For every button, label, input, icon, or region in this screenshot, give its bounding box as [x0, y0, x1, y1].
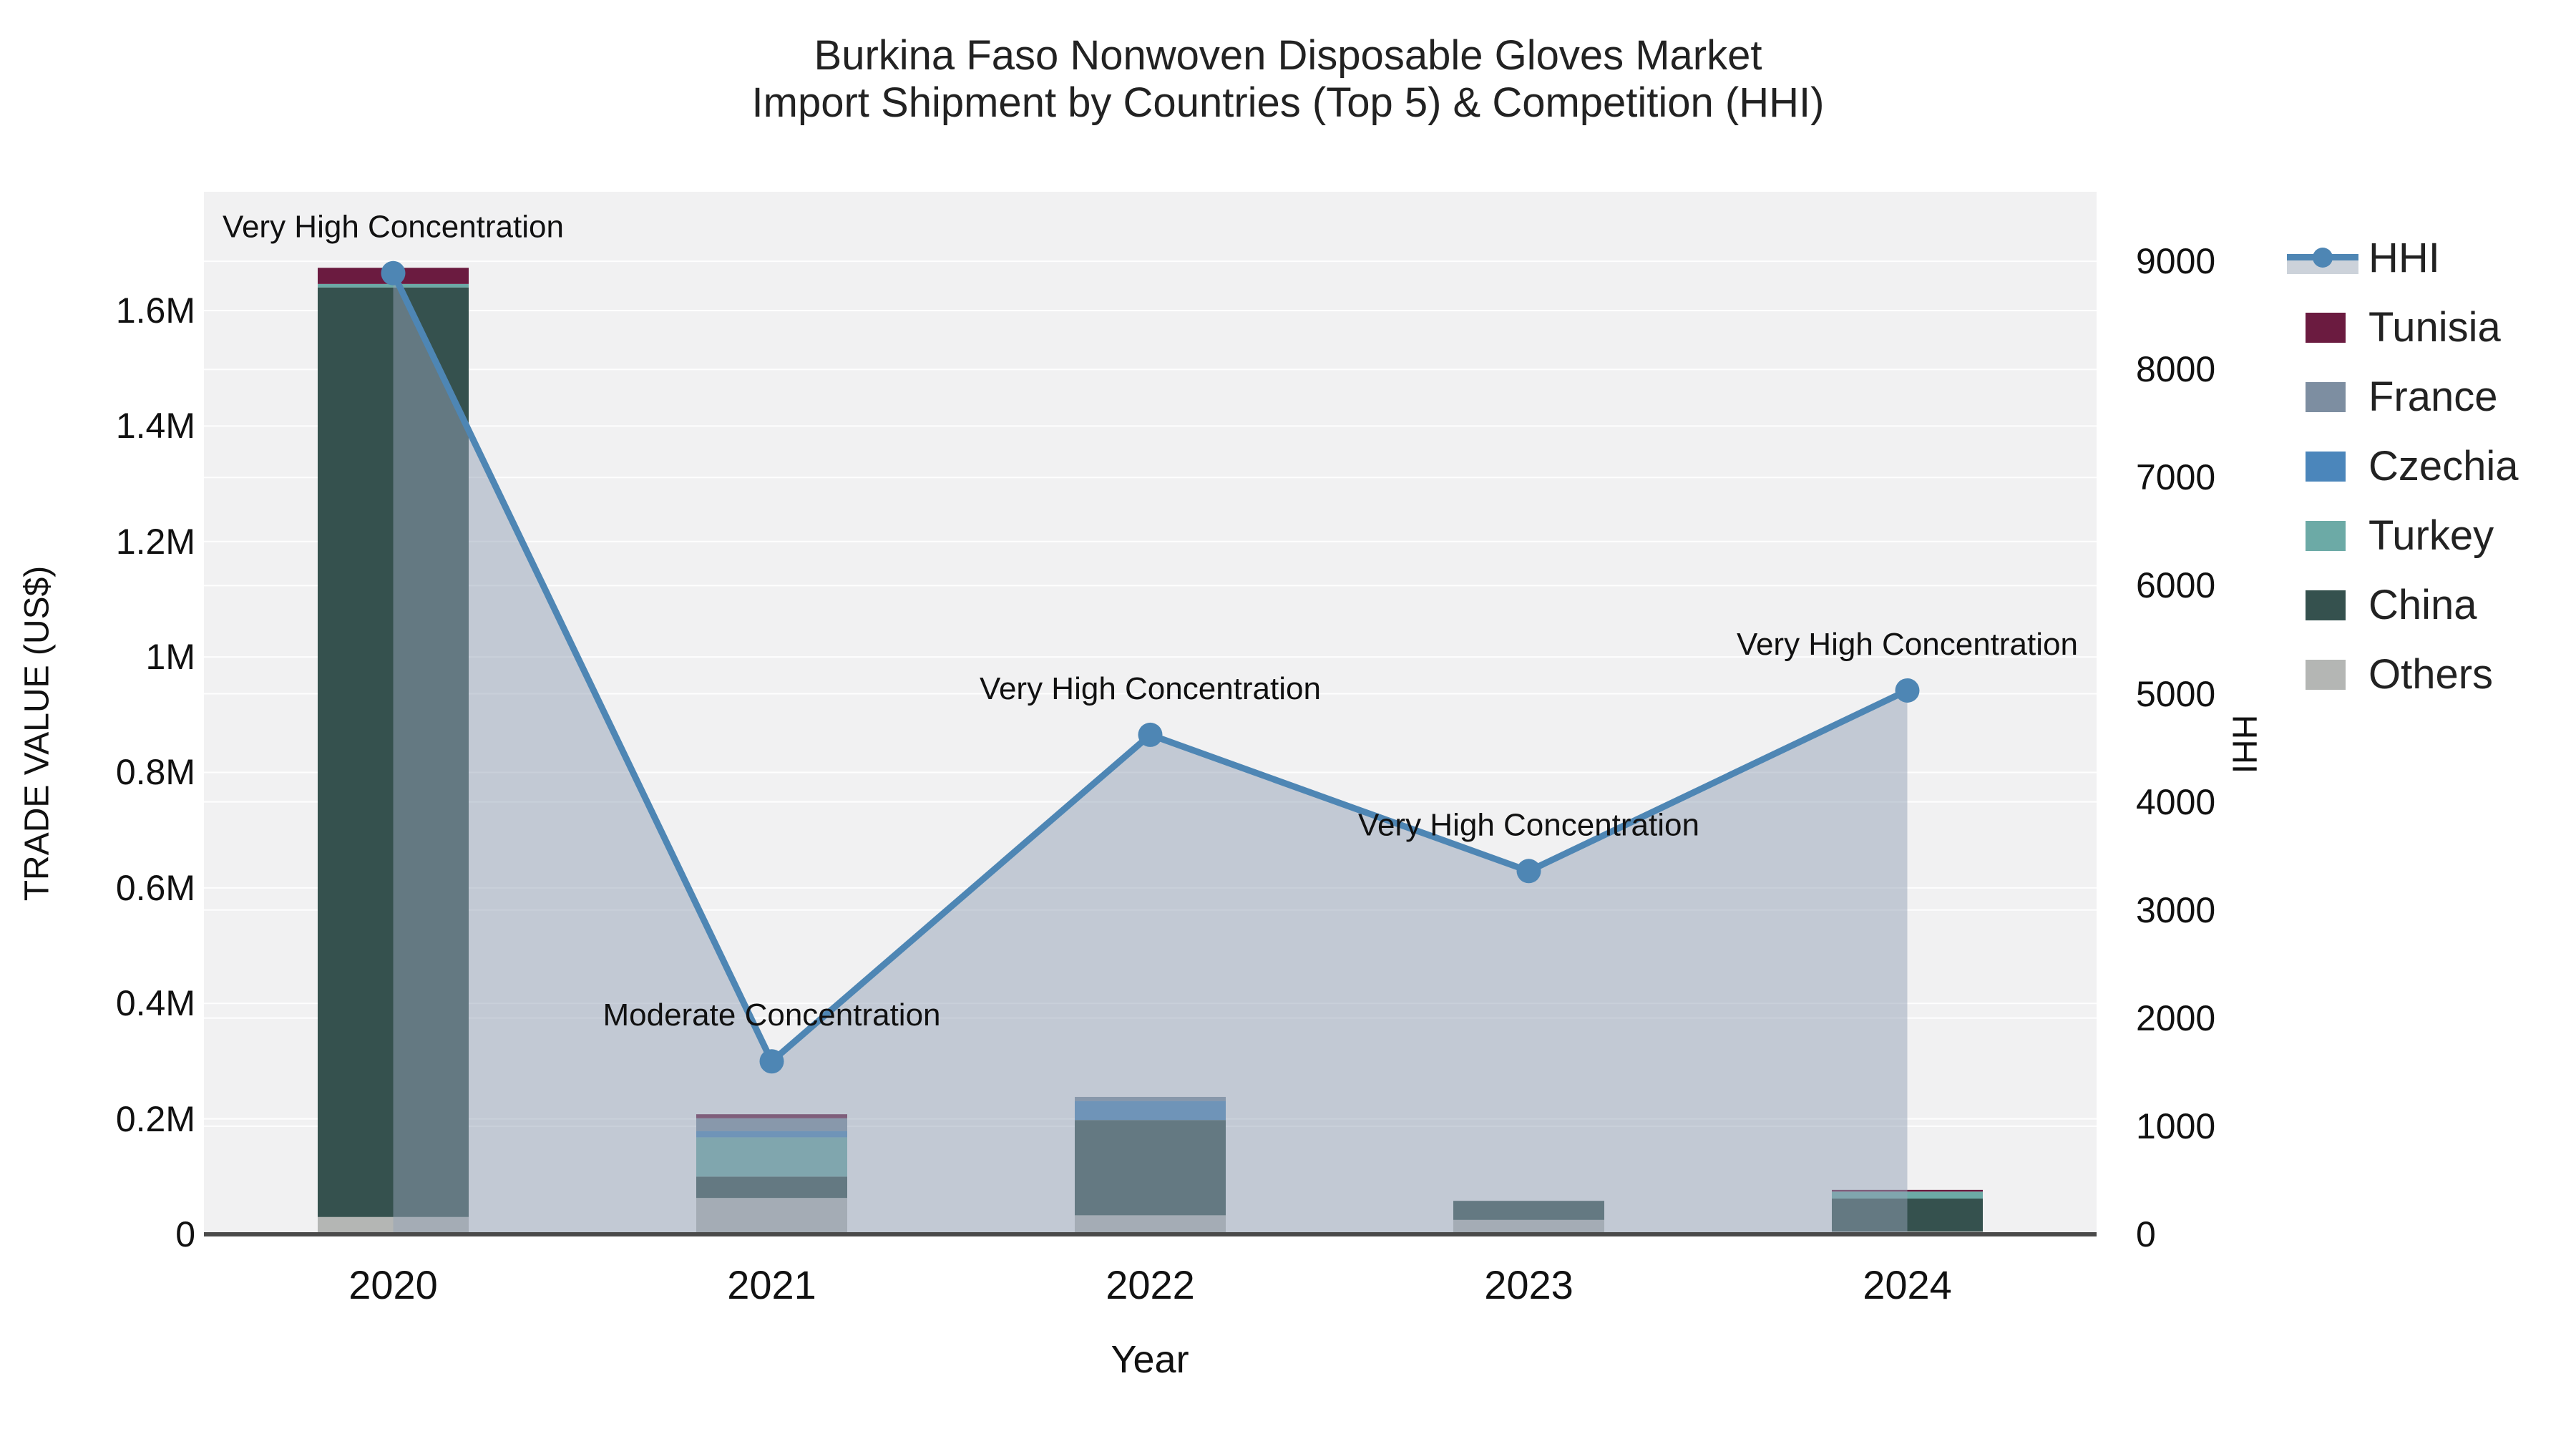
legend-item-france[interactable]: France: [2287, 362, 2519, 431]
legend: HHI Tunisia France Czechia Turkey China Others: [2287, 223, 2519, 709]
legend-item-tunisia[interactable]: Tunisia: [2287, 293, 2519, 362]
tunisia-swatch-icon: [2306, 312, 2346, 343]
x-tick-2022: 2022: [1106, 1262, 1195, 1307]
legend-label: France: [2368, 374, 2498, 420]
hhi-area-fill: [393, 273, 1908, 1235]
x-tick-2024: 2024: [1863, 1262, 1952, 1307]
annotation-2021: Moderate Concentration: [602, 997, 940, 1033]
annotation-2024: Very High Concentration: [1737, 627, 2078, 662]
x-axis-baseline: [204, 1232, 2097, 1236]
legend-item-china[interactable]: China: [2287, 570, 2519, 640]
hhi-marker-2022[interactable]: [1138, 722, 1163, 747]
x-tick-2021: 2021: [727, 1262, 816, 1307]
y-right-tick-4000: 4000: [2136, 781, 2216, 822]
legend-item-turkey[interactable]: Turkey: [2287, 501, 2519, 570]
y-left-tick-0.6M: 0.6M: [115, 867, 195, 908]
czechia-swatch-icon: [2306, 451, 2346, 482]
y-left-tick-0.4M: 0.4M: [115, 983, 195, 1024]
y-right-tick-9000: 9000: [2136, 241, 2216, 282]
y-right-tick-6000: 6000: [2136, 565, 2216, 606]
y-axis-right-title: HHI: [2225, 714, 2263, 774]
y-left-tick-1.2M: 1.2M: [115, 521, 195, 562]
hhi-marker-2021[interactable]: [759, 1049, 784, 1074]
china-swatch-icon: [2306, 590, 2346, 620]
annotation-2020: Very High Concentration: [223, 210, 564, 245]
y-left-tick-1.6M: 1.6M: [115, 290, 195, 331]
y-right-tick-1000: 1000: [2136, 1106, 2216, 1146]
x-axis-title: Year: [1111, 1338, 1189, 1381]
chart-title-line-1: Burkina Faso Nonwoven Disposable Gloves …: [814, 32, 1762, 79]
x-tick-2023: 2023: [1484, 1262, 1574, 1307]
y-right-tick-7000: 7000: [2136, 457, 2216, 498]
legend-label: Czechia: [2368, 443, 2519, 489]
chart-title-line-2: Import Shipment by Countries (Top 5) & C…: [751, 79, 1825, 126]
hhi-marker-2023[interactable]: [1516, 859, 1541, 884]
y-left-tick-0.2M: 0.2M: [115, 1098, 195, 1139]
legend-label: China: [2368, 582, 2477, 628]
france-swatch-icon: [2306, 381, 2346, 412]
y-right-tick-2000: 2000: [2136, 997, 2216, 1038]
legend-label: Turkey: [2368, 512, 2494, 559]
others-swatch-icon: [2306, 659, 2346, 690]
hhi-line-legend-icon: [2287, 243, 2358, 274]
hhi-marker-2020[interactable]: [381, 260, 406, 286]
y-left-tick-0: 0: [175, 1214, 195, 1254]
legend-label: Tunisia: [2368, 304, 2501, 351]
annotation-2023: Very High Concentration: [1358, 807, 1699, 842]
y-axis-left-title: TRADE VALUE (US$): [18, 565, 57, 902]
legend-label: HHI: [2368, 235, 2440, 281]
legend-item-others[interactable]: Others: [2287, 640, 2519, 709]
y-right-tick-0: 0: [2136, 1214, 2156, 1254]
y-left-tick-0.8M: 0.8M: [115, 752, 195, 793]
y-right-tick-5000: 5000: [2136, 673, 2216, 714]
turkey-swatch-icon: [2306, 520, 2346, 551]
legend-label: Others: [2368, 651, 2494, 698]
hhi-marker-2024[interactable]: [1895, 678, 1920, 703]
y-left-tick-1.4M: 1.4M: [115, 406, 195, 447]
legend-item-hhi[interactable]: HHI: [2287, 223, 2519, 293]
y-right-tick-8000: 8000: [2136, 349, 2216, 390]
legend-item-czechia[interactable]: Czechia: [2287, 431, 2519, 501]
y-right-tick-3000: 3000: [2136, 889, 2216, 930]
y-left-tick-1M: 1M: [145, 637, 195, 678]
annotation-2022: Very High Concentration: [980, 671, 1321, 706]
x-tick-2020: 2020: [348, 1262, 438, 1307]
